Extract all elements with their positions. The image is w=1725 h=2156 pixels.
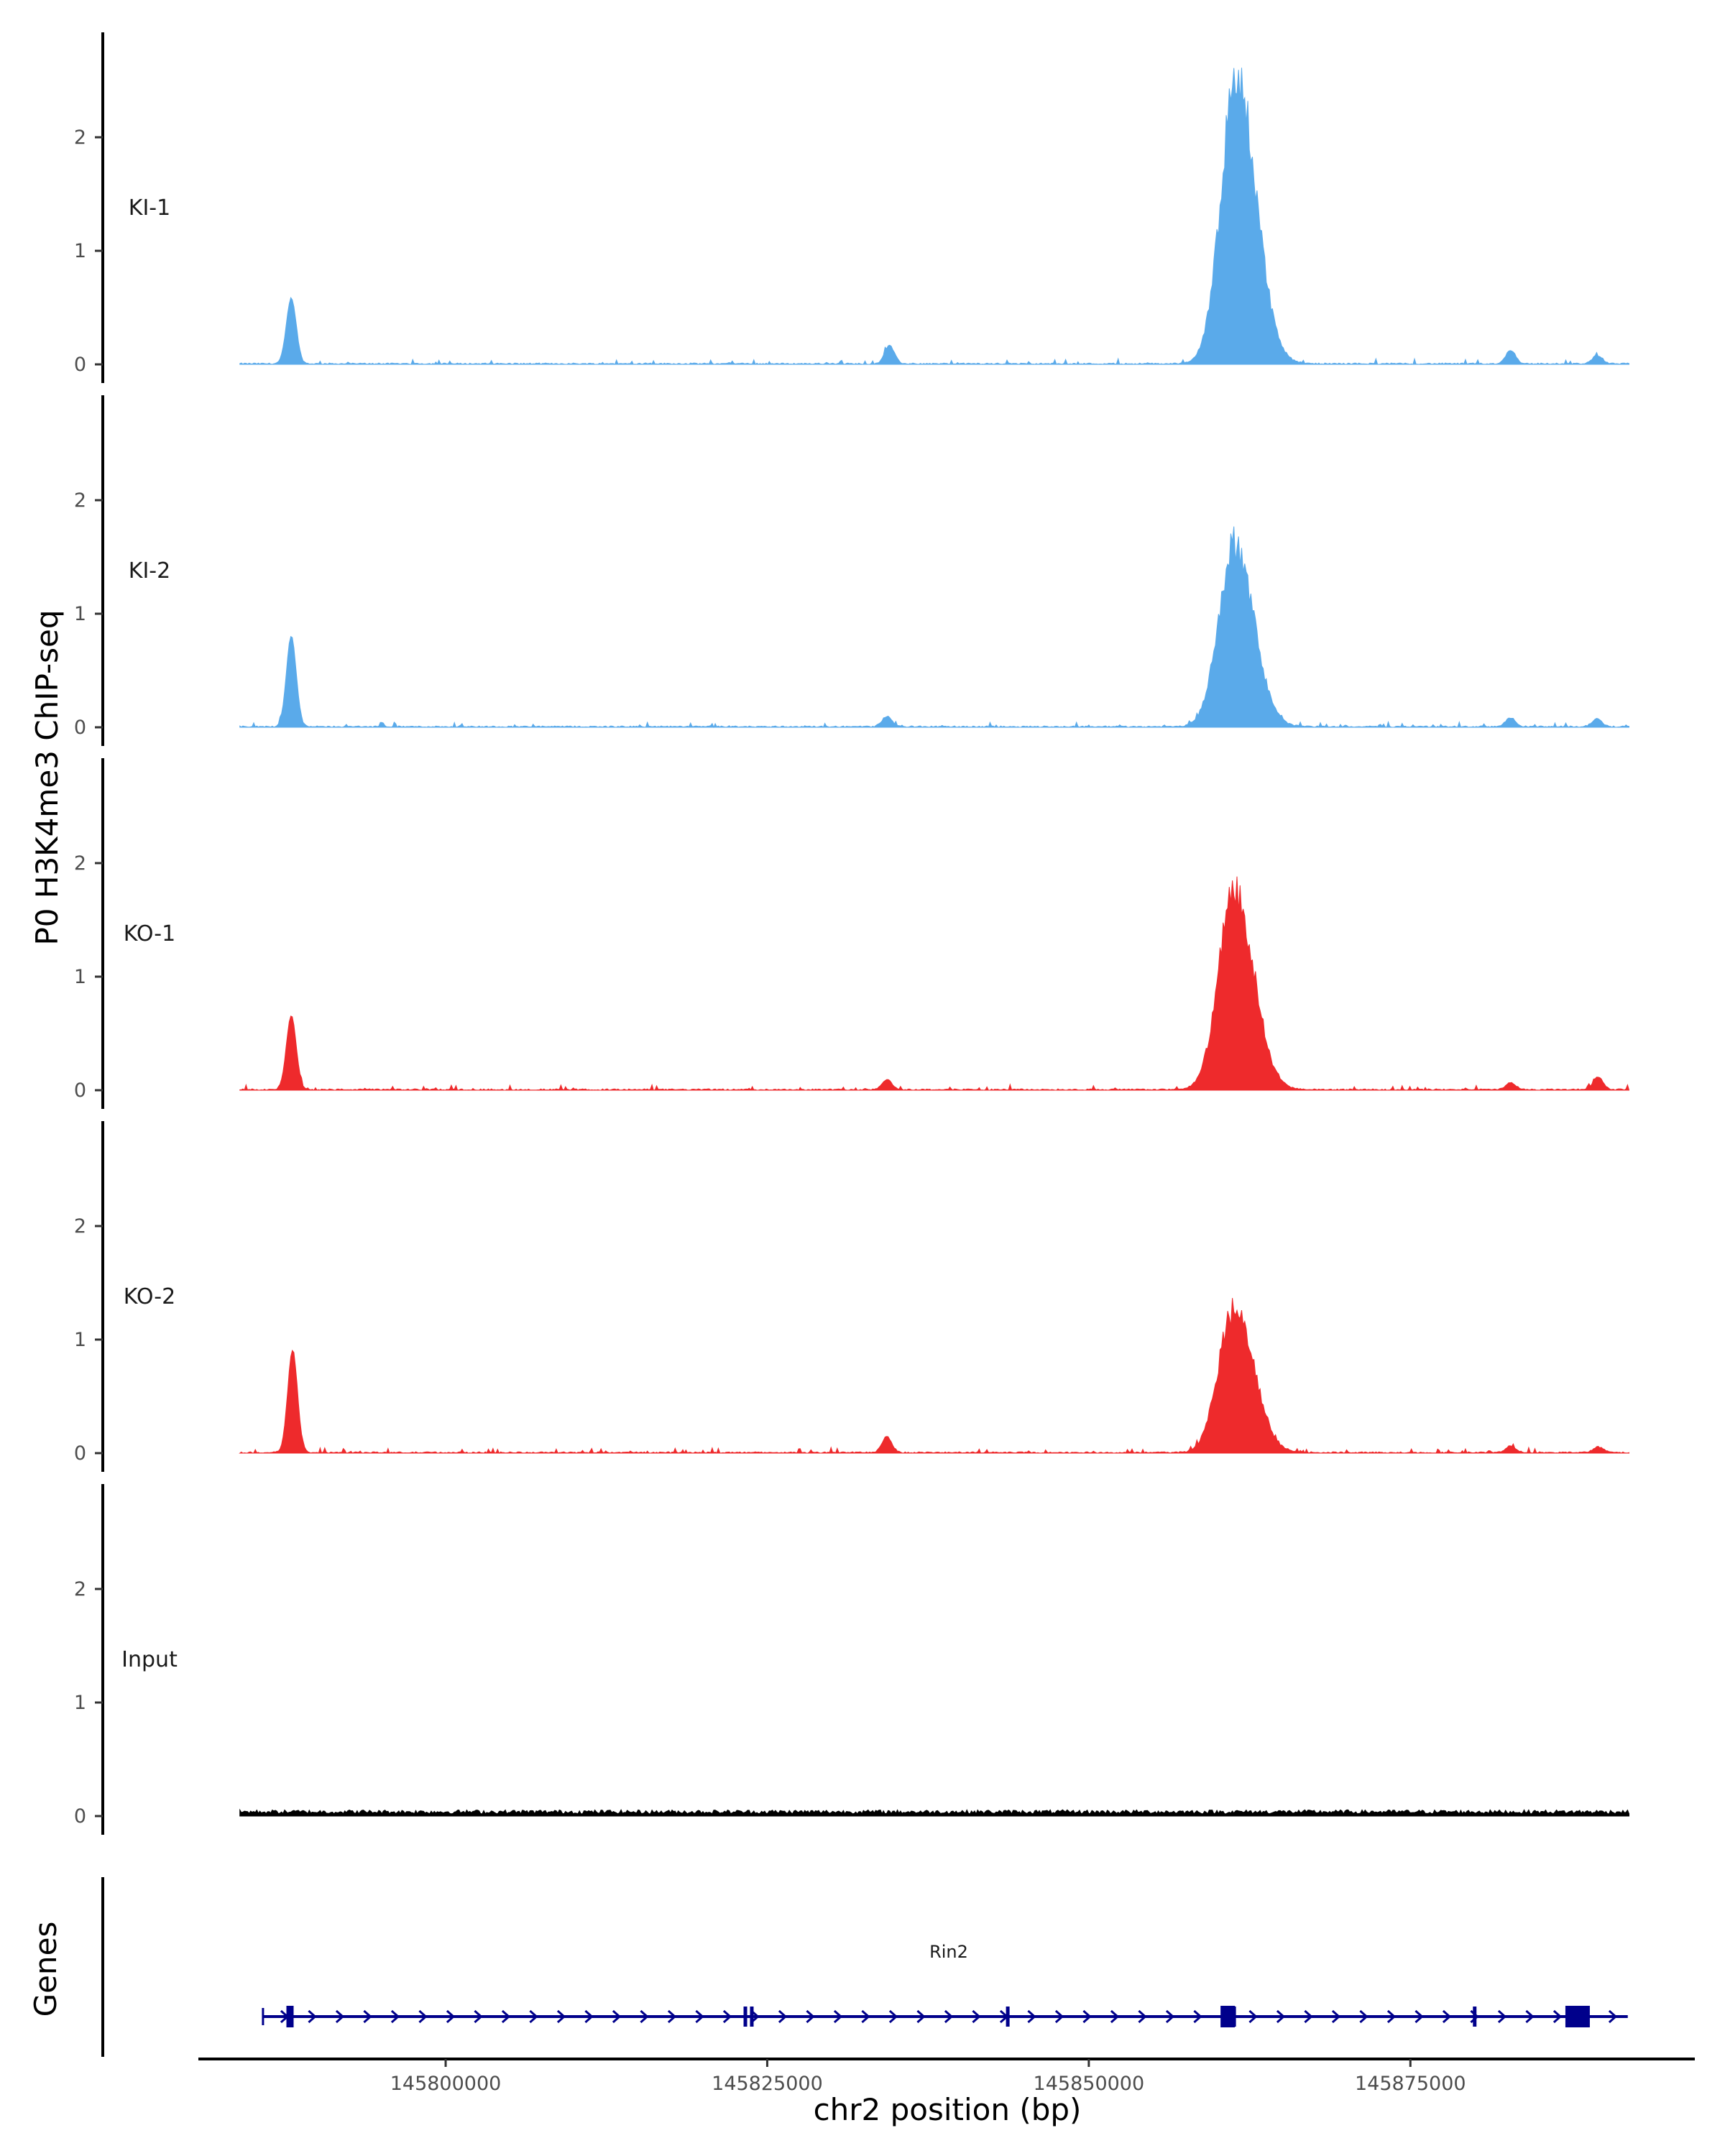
y-tick-label: 2 <box>74 126 86 149</box>
strand-arrow <box>529 2009 538 2024</box>
track-label: KI-2 <box>129 558 170 584</box>
x-tick-label: 145850000 <box>1034 2073 1145 2095</box>
strand-arrow <box>640 2009 649 2024</box>
strand-arrow <box>446 2009 456 2024</box>
track-ko-1: 0 1 2 KO-1 <box>74 758 1629 1109</box>
track-ki-1: 0 1 2 KI-1 <box>74 32 1629 383</box>
genes-label: Genes <box>28 1922 63 2017</box>
signal-area-ko-2 <box>239 1298 1629 1454</box>
strand-arrow <box>1138 2009 1147 2024</box>
strand-arrow <box>888 2009 898 2024</box>
strand-arrow <box>1414 2009 1424 2024</box>
exon <box>1006 2007 1010 2027</box>
y-tick-label: 1 <box>74 240 86 262</box>
track-label: KO-1 <box>124 921 175 946</box>
strand-arrow <box>1082 2009 1092 2024</box>
strand-arrow <box>667 2009 677 2024</box>
strand-arrow <box>1331 2009 1341 2024</box>
strand-arrow <box>722 2009 732 2024</box>
strand-arrow <box>695 2009 704 2024</box>
track-ko-2: 0 1 2 KO-2 <box>74 1121 1629 1472</box>
strand-arrow <box>1165 2009 1175 2024</box>
strand-arrow <box>861 2009 870 2024</box>
signal-area-ki-1 <box>239 68 1629 365</box>
strand-arrow <box>1276 2009 1286 2024</box>
track-input: 0 1 2 Input <box>74 1484 1629 1835</box>
strand-arrow <box>308 2009 317 2024</box>
gene-track: Genes Rin2 <box>28 1877 1628 2057</box>
strand-arrow <box>806 2009 815 2024</box>
strand-arrow <box>916 2009 926 2024</box>
strand-arrow <box>1359 2009 1368 2024</box>
strand-arrow <box>1054 2009 1064 2024</box>
strand-arrow <box>612 2009 622 2024</box>
y-axis-title: P0 H3K4me3 ChIP-seq <box>29 609 65 945</box>
x-tick-label: 145825000 <box>712 2073 823 2095</box>
strand-arrow <box>1608 2009 1618 2024</box>
y-tick-label: 1 <box>74 603 86 625</box>
strand-arrow <box>1386 2009 1397 2024</box>
y-tick-label: 1 <box>74 966 86 988</box>
exon <box>750 2007 754 2027</box>
y-tick-label: 2 <box>74 1215 86 1238</box>
x-tick-label: 145875000 <box>1355 2073 1466 2095</box>
strand-arrow <box>1552 2009 1563 2024</box>
strand-arrow <box>501 2009 511 2024</box>
y-tick-label: 0 <box>74 1805 86 1828</box>
exon <box>743 2007 748 2027</box>
strand-arrow <box>1193 2009 1202 2024</box>
x-tick-label: 145800000 <box>390 2073 502 2095</box>
exon <box>1220 2006 1236 2027</box>
exon <box>1232 2007 1236 2027</box>
gene-name-label: Rin2 <box>929 1942 968 1962</box>
exon <box>1473 2007 1477 2027</box>
x-axis-title: chr2 position (bp) <box>814 2092 1082 2127</box>
strand-arrow <box>556 2009 566 2024</box>
strand-arrow <box>1248 2009 1258 2024</box>
strand-arrow <box>1497 2009 1507 2024</box>
strand-arrow <box>363 2009 372 2024</box>
strand-arrow <box>584 2009 594 2024</box>
exon <box>1565 2006 1590 2027</box>
strand-arrow <box>1304 2009 1313 2024</box>
track-ki-2: 0 1 2 KI-2 <box>74 395 1629 746</box>
y-tick-label: 1 <box>74 1692 86 1714</box>
strand-arrow <box>972 2009 981 2024</box>
y-tick-label: 2 <box>74 852 86 875</box>
strand-arrow <box>1110 2009 1120 2024</box>
strand-arrow <box>1525 2009 1535 2024</box>
strand-arrow <box>833 2009 843 2024</box>
strand-arrow <box>944 2009 954 2024</box>
y-tick-label: 2 <box>74 1578 86 1600</box>
track-label: KI-1 <box>129 195 170 221</box>
signal-area-input <box>239 1808 1629 1817</box>
strand-arrow <box>418 2009 428 2024</box>
y-tick-label: 0 <box>74 717 86 739</box>
x-axis: 145800000 145825000 145850000 145875000 <box>198 2058 1695 2095</box>
track-label: KO-2 <box>124 1284 175 1309</box>
y-tick-label: 0 <box>74 1442 86 1465</box>
signal-area-ko-1 <box>239 876 1629 1091</box>
y-tick-label: 1 <box>74 1329 86 1351</box>
y-tick-label: 2 <box>74 489 86 512</box>
strand-arrow <box>1027 2009 1036 2024</box>
y-tick-label: 0 <box>74 354 86 376</box>
signal-tracks: 0 1 2 KI-1 0 1 2 KI-2 0 1 2 KO-1 0 1 2 KO-2 0 1 2 Input <box>74 32 1629 1835</box>
exon <box>286 2006 294 2027</box>
strand-arrow <box>778 2009 788 2024</box>
track-label: Input <box>121 1647 178 1672</box>
strand-arrow <box>335 2009 345 2024</box>
signal-area-ki-2 <box>239 526 1629 729</box>
strand-arrow <box>390 2009 400 2024</box>
strand-arrow <box>1442 2009 1452 2024</box>
y-tick-label: 0 <box>74 1079 86 1102</box>
strand-arrow <box>474 2009 483 2024</box>
